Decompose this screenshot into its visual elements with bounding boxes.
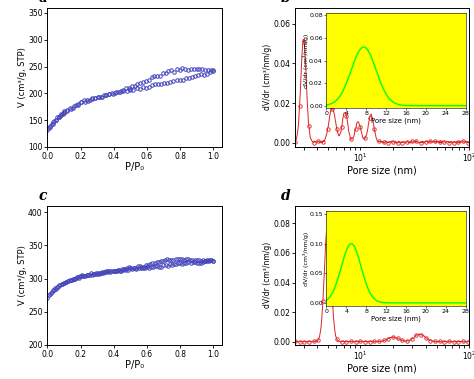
Y-axis label: V (cm³/g, STP): V (cm³/g, STP): [18, 47, 27, 107]
Y-axis label: dV/dr (cm³/nm/g): dV/dr (cm³/nm/g): [263, 44, 272, 110]
X-axis label: P/P₀: P/P₀: [125, 162, 144, 172]
X-axis label: Pore size (nm): Pore size (nm): [347, 166, 417, 175]
Text: d: d: [281, 189, 291, 203]
Y-axis label: dV/dr (cm³/nm/g): dV/dr (cm³/nm/g): [263, 242, 272, 309]
Y-axis label: V (cm³/g, STP): V (cm³/g, STP): [18, 245, 27, 305]
Text: a: a: [39, 0, 48, 5]
Text: c: c: [39, 189, 47, 203]
X-axis label: Pore size (nm): Pore size (nm): [347, 363, 417, 374]
X-axis label: P/P₀: P/P₀: [125, 360, 144, 370]
Text: b: b: [281, 0, 291, 5]
